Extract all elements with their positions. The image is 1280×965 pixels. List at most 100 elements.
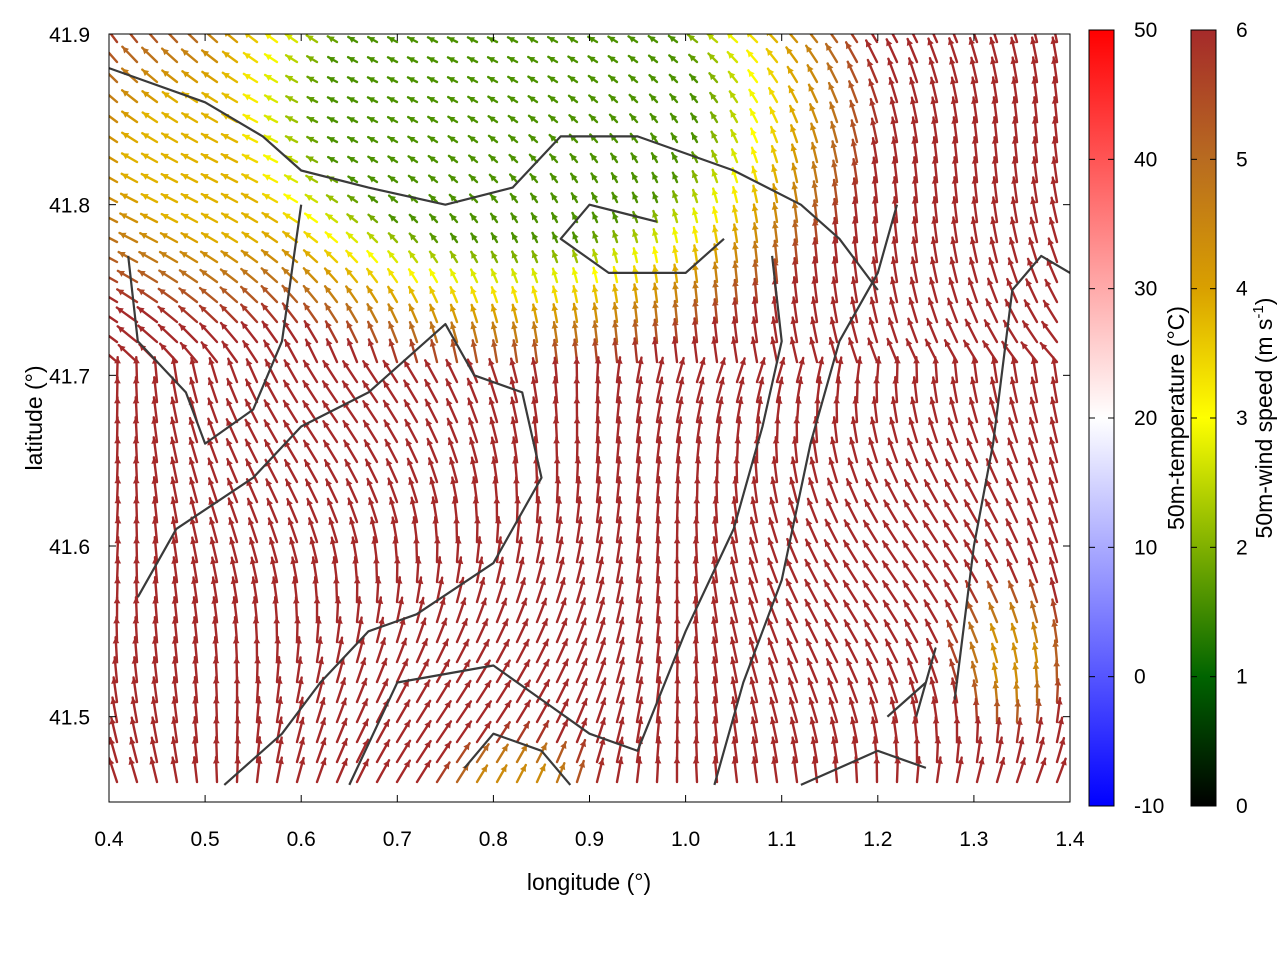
wind-arrow-head bbox=[102, 111, 109, 117]
wind-arrow bbox=[429, 305, 437, 322]
wind-arrow bbox=[946, 601, 957, 622]
wind-arrow bbox=[202, 233, 217, 242]
wind-arrow bbox=[924, 501, 937, 522]
wind-arrow bbox=[510, 175, 517, 182]
wind-arrow bbox=[985, 500, 997, 522]
wind-arrow bbox=[531, 287, 537, 302]
wind-arrow-head bbox=[992, 682, 999, 688]
wind-arrow-head bbox=[692, 282, 699, 288]
wind-arrow bbox=[944, 541, 957, 562]
wind-arrow bbox=[389, 176, 397, 182]
wind-arrow-head bbox=[133, 397, 140, 403]
wind-arrow bbox=[867, 459, 877, 482]
wind-arrow bbox=[649, 56, 657, 62]
wind-arrow bbox=[808, 65, 817, 82]
wind-arrow bbox=[692, 227, 699, 242]
wind-arrow bbox=[328, 157, 337, 163]
wind-arrow bbox=[987, 279, 997, 302]
wind-arrow bbox=[589, 96, 597, 103]
wind-arrow bbox=[246, 440, 257, 462]
wind-arrow bbox=[200, 306, 217, 322]
wind-arrow bbox=[751, 186, 758, 202]
wind-arrow bbox=[384, 381, 397, 402]
wind-arrow bbox=[120, 213, 137, 222]
wind-arrow bbox=[326, 214, 337, 222]
wind-arrow bbox=[242, 213, 257, 222]
wind-arrow bbox=[142, 48, 157, 62]
wind-arrow bbox=[408, 57, 417, 63]
wind-arrow bbox=[732, 187, 739, 202]
wind-arrow bbox=[389, 196, 397, 202]
wind-arrow bbox=[409, 287, 417, 302]
wind-arrow bbox=[492, 233, 498, 242]
wind-arrow bbox=[589, 56, 597, 62]
wind-arrow bbox=[806, 46, 817, 62]
wind-arrow bbox=[158, 307, 177, 322]
wind-arrow-head bbox=[274, 637, 281, 643]
wind-arrow bbox=[491, 214, 497, 222]
wind-arrow bbox=[1013, 682, 1020, 702]
wind-arrow bbox=[568, 57, 577, 63]
wind-arrow bbox=[672, 133, 678, 142]
wind-arrow bbox=[557, 599, 567, 622]
wind-arrow bbox=[737, 358, 746, 382]
wind-arrow bbox=[517, 578, 526, 602]
wind-arrow bbox=[388, 287, 397, 302]
wind-arrow bbox=[437, 701, 451, 722]
wind-arrow bbox=[669, 36, 677, 42]
wind-arrow bbox=[791, 183, 798, 202]
wind-arrow bbox=[883, 541, 897, 562]
wind-arrow-head bbox=[655, 537, 662, 543]
wind-arrow bbox=[884, 521, 897, 542]
wind-arrow bbox=[907, 319, 917, 342]
wind-arrow bbox=[428, 117, 437, 123]
wind-arrow bbox=[948, 38, 957, 62]
wind-arrow bbox=[732, 262, 739, 282]
wind-arrow bbox=[307, 35, 317, 42]
wind-arrow bbox=[537, 640, 548, 662]
wind-arrow bbox=[825, 540, 837, 562]
wind-arrow bbox=[429, 176, 437, 182]
wind-arrow bbox=[791, 164, 798, 182]
wind-arrow bbox=[1052, 641, 1059, 662]
wind-arrow bbox=[609, 76, 617, 82]
wind-arrow bbox=[532, 233, 538, 242]
wind-arrow-head bbox=[133, 557, 140, 563]
wind-arrow bbox=[470, 323, 477, 342]
wind-arrow bbox=[789, 87, 797, 102]
wind-arrow bbox=[223, 31, 237, 42]
wind-arrow bbox=[884, 501, 897, 522]
wind-arrow bbox=[948, 641, 957, 662]
wind-arrow bbox=[511, 287, 517, 302]
wind-arrow bbox=[692, 282, 699, 302]
wind-arrow bbox=[323, 421, 337, 442]
wind-arrow bbox=[97, 271, 117, 282]
wind-arrow bbox=[592, 268, 599, 282]
wind-arrow bbox=[388, 77, 397, 83]
wind-arrow-head bbox=[273, 617, 280, 623]
wind-arrow-head bbox=[102, 89, 109, 96]
wind-arrow bbox=[785, 28, 797, 42]
wind-arrow bbox=[532, 251, 538, 262]
wind-arrow bbox=[163, 92, 177, 102]
wind-arrow bbox=[551, 174, 557, 182]
wind-arrow-shaft bbox=[100, 213, 117, 222]
wind-arrow-shaft bbox=[97, 271, 117, 282]
wind-arrow bbox=[497, 620, 508, 642]
wind-arrow bbox=[512, 233, 518, 242]
wind-arrow bbox=[162, 194, 177, 202]
wind-arrow bbox=[346, 269, 357, 282]
wind-arrow bbox=[711, 112, 717, 122]
wind-arrow bbox=[348, 157, 357, 163]
wind-arrow bbox=[409, 176, 417, 182]
wind-arrow bbox=[477, 619, 488, 642]
wind-arrow bbox=[712, 207, 719, 222]
wind-arrow bbox=[985, 540, 997, 562]
wind-arrow bbox=[572, 304, 579, 322]
wind-arrow bbox=[98, 346, 117, 362]
wind-arrow-head bbox=[814, 397, 821, 403]
wind-arrow bbox=[265, 54, 277, 62]
wind-arrow bbox=[179, 288, 197, 302]
wind-arrow bbox=[227, 359, 237, 382]
wind-arrow bbox=[306, 340, 317, 362]
